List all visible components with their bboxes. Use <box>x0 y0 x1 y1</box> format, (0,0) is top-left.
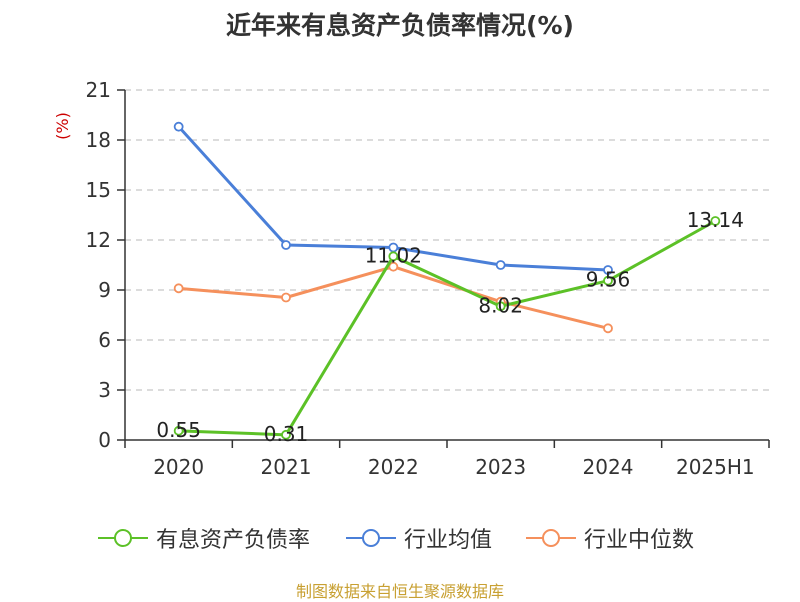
x-tick-label: 2021 <box>261 455 312 479</box>
legend-label: 有息资产负债率 <box>156 528 311 553</box>
y-tick-label: 21 <box>86 78 111 102</box>
series-group <box>173 121 721 440</box>
legend-item-industry-median[interactable]: 行业中位数 <box>526 518 694 558</box>
data-point[interactable] <box>603 275 613 286</box>
data-labels: 0.55 0.31 11.02 8.02 9.56 13.14 <box>156 208 744 446</box>
x-tick-label: 2023 <box>475 455 526 479</box>
data-point[interactable] <box>603 265 613 275</box>
legend-item-industry-mean[interactable]: 行业均值 <box>346 518 492 558</box>
series-line <box>173 121 613 275</box>
y-tick-label: 6 <box>98 328 111 352</box>
data-point[interactable] <box>388 261 399 272</box>
data-point[interactable] <box>388 251 399 262</box>
grid-lines <box>125 89 769 391</box>
y-axis-unit: (%) <box>53 112 72 140</box>
data-label: 13.14 <box>687 208 744 232</box>
x-tick-label: 2025H1 <box>676 455 755 479</box>
data-point[interactable] <box>710 216 721 226</box>
series-line <box>173 216 721 440</box>
data-label: 11.02 <box>365 243 422 267</box>
legend-marker-icon <box>98 529 148 547</box>
y-tick-label: 15 <box>86 178 111 202</box>
legend-label: 行业中位数 <box>584 528 695 553</box>
data-label: 8.02 <box>478 293 523 317</box>
data-point[interactable] <box>281 292 291 303</box>
data-point[interactable] <box>173 283 184 294</box>
line-chart: 0 3 6 9 12 15 18 21 2020 2021 2022 2023 2024 2025H1 (… <box>53 78 770 479</box>
y-tick-label: 3 <box>98 378 111 402</box>
series-path <box>178 219 717 437</box>
y-tick-label: 12 <box>86 228 111 252</box>
x-tick-label: 2024 <box>583 455 634 479</box>
x-tick-label: 2022 <box>368 455 419 479</box>
data-point[interactable] <box>281 429 291 440</box>
y-tick-label: 9 <box>98 278 111 302</box>
data-label: 0.31 <box>264 422 309 446</box>
legend-marker-icon <box>346 529 396 547</box>
legend-item-interest-debt-ratio[interactable]: 有息资产负债率 <box>98 518 310 558</box>
data-source-note: 制图数据来自恒生聚源数据库 <box>295 582 504 601</box>
data-point[interactable] <box>173 121 184 132</box>
legend-marker-icon <box>526 529 576 547</box>
data-label: 0.55 <box>156 418 201 442</box>
axes: 0 3 6 9 12 15 18 21 2020 2021 2022 2023 2024 2025H1 <box>86 78 770 479</box>
data-point[interactable] <box>173 425 184 436</box>
data-point[interactable] <box>495 301 506 312</box>
data-point[interactable] <box>281 240 291 250</box>
data-label: 9.56 <box>586 268 631 292</box>
chart-title: 近年来有息资产负债率情况(%) <box>226 11 574 40</box>
legend: 有息资产负债率 行业均值 行业中位数 <box>0 518 800 558</box>
series-line <box>173 261 613 334</box>
x-tick-label: 2020 <box>153 455 204 479</box>
y-tick-label: 0 <box>98 428 111 452</box>
data-point[interactable] <box>603 323 613 334</box>
y-tick-label: 18 <box>86 128 111 152</box>
legend-label: 行业均值 <box>404 528 493 553</box>
data-point[interactable] <box>495 260 506 270</box>
